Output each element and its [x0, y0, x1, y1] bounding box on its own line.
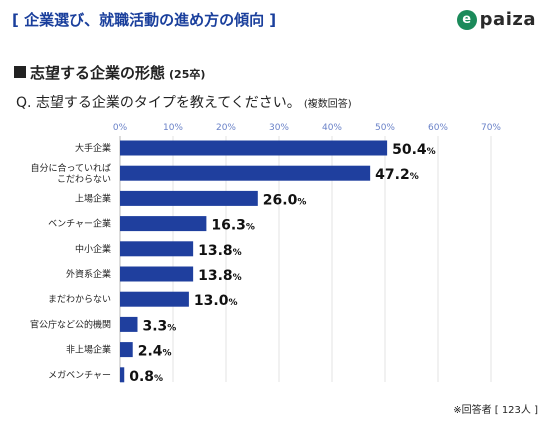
value-label: 50.4%: [392, 142, 436, 158]
section-title: 志望する企業の形態: [30, 64, 166, 82]
value-label: 16.3%: [211, 218, 255, 234]
category-label: 大手企業: [75, 142, 111, 154]
section-heading: 志望する企業の形態 (25卒): [14, 62, 205, 83]
paiza-logo: e paiza: [456, 9, 536, 30]
logo-mark-icon: e: [456, 9, 477, 30]
x-tick-label: 30%: [269, 123, 289, 133]
bar: [120, 140, 388, 156]
value-label: 13.8%: [198, 243, 242, 259]
bar: [120, 316, 138, 332]
x-tick-label: 20%: [216, 123, 236, 133]
page-title: [ 企業選び、就職活動の進め方の傾向 ]: [12, 11, 277, 29]
x-tick-label: 50%: [375, 123, 395, 133]
value-label: 3.3%: [142, 318, 176, 334]
bar: [120, 241, 194, 257]
x-tick-label: 40%: [322, 123, 342, 133]
x-tick-label: 60%: [428, 123, 448, 133]
bar: [120, 266, 194, 282]
x-tick-label: 70%: [481, 123, 501, 133]
x-tick-label: 0%: [113, 123, 128, 133]
bar: [120, 165, 371, 181]
category-label: 上場企業: [75, 192, 111, 204]
value-label: 0.8%: [129, 369, 163, 385]
value-label: 13.0%: [194, 293, 238, 309]
bar: [120, 190, 258, 206]
square-bullet-icon: [14, 66, 26, 78]
value-label: 13.8%: [198, 268, 242, 284]
category-label: メガベンチャー: [48, 370, 111, 381]
question: Q. 志望する企業のタイプを教えてください。 (複数回答): [16, 92, 352, 112]
question-note: (複数回答): [303, 99, 352, 110]
logo-text: paiza: [479, 9, 536, 30]
value-label: 2.4%: [138, 344, 172, 360]
category-label: 中小企業: [75, 243, 111, 255]
category-label: 非上場企業: [66, 344, 111, 356]
value-label: 47.2%: [375, 167, 419, 183]
bar: [120, 291, 189, 307]
category-label: ベンチャー企業: [48, 218, 111, 230]
category-label: 外資系企業: [66, 268, 111, 280]
x-tick-label: 10%: [163, 123, 183, 133]
respondent-note: ※回答者 [ 123人 ]: [453, 405, 538, 416]
section-subtitle: (25卒): [169, 68, 206, 81]
bar: [120, 342, 133, 358]
bar: [120, 367, 125, 383]
value-label: 26.0%: [263, 192, 307, 208]
category-label: 自分に合っていればこだわらない: [30, 162, 111, 185]
bar: [120, 216, 207, 232]
question-text: Q. 志望する企業のタイプを教えてください。: [16, 95, 301, 111]
category-label: まだわからない: [48, 294, 111, 305]
category-label: 官公庁など公的機関: [30, 318, 111, 330]
